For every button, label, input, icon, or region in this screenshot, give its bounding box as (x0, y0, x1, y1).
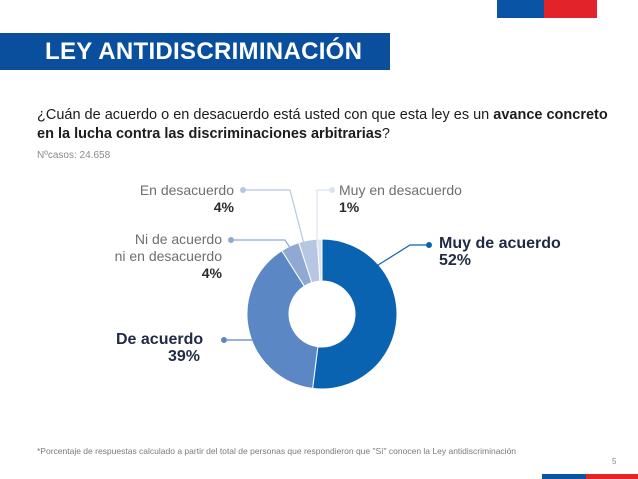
label-en-desacuerdo-pct: 4% (213, 199, 234, 215)
dot-muy-en-desacuerdo (329, 187, 335, 193)
slice-de-acuerdo (246, 249, 319, 389)
label-muy-de-acuerdo-pct: 52% (439, 252, 472, 269)
question-prefix: ¿Cuán de acuerdo o en desacuerdo está us… (37, 107, 494, 123)
flag-blue-stripe (497, 0, 544, 18)
dot-ni (228, 237, 234, 243)
label-ni-line2: ni en desacuerdo (114, 248, 222, 264)
label-en-desacuerdo: En desacuerdo 4% (120, 182, 234, 216)
bottom-blue-stripe (542, 474, 586, 479)
slice-muy-de-acuerdo (312, 238, 398, 390)
label-ni-line1: Ni de acuerdo (134, 231, 222, 247)
flag-red-stripe (544, 0, 597, 18)
label-muy-de-acuerdo-name: Muy de acuerdo (439, 235, 561, 252)
leader-en-desacuerdo (244, 189, 306, 249)
label-de-acuerdo: De acuerdo 39% (116, 331, 204, 365)
case-count: Nºcasos: 24.658 (37, 150, 111, 161)
dot-de-acuerdo (221, 337, 227, 343)
question-bold: avance concreto en la lucha contra las d… (37, 107, 608, 142)
label-ni-pct: 4% (201, 265, 222, 281)
label-muy-de-acuerdo: Muy de acuerdo 52% (439, 235, 561, 269)
question-suffix: ? (381, 126, 390, 142)
slice-muy-en-desacuerdo (316, 238, 323, 282)
bottom-red-stripe (586, 474, 638, 479)
dot-muy-de-acuerdo (426, 242, 432, 248)
survey-question: ¿Cuán de acuerdo o en desacuerdo está us… (37, 106, 617, 144)
dot-en-desacuerdo (240, 187, 246, 193)
label-en-desacuerdo-name: En desacuerdo (139, 182, 234, 198)
page-title: LEY ANTIDISCRIMINACIÓN (45, 37, 363, 65)
leader-muy-en-desacuerdo (316, 189, 331, 247)
page-number: 5 (612, 457, 617, 466)
label-ni: Ni de acuerdo ni en desacuerdo 4% (100, 231, 222, 282)
label-muy-en-desacuerdo-name: Muy en desacuerdo (339, 182, 462, 198)
footnote: *Porcentaje de respuestas calculado a pa… (37, 446, 517, 456)
leader-muy-de-acuerdo (374, 244, 428, 268)
label-muy-en-desacuerdo: Muy en desacuerdo 1% (339, 182, 462, 216)
leader-ni (232, 239, 296, 256)
label-de-acuerdo-name: De acuerdo (116, 331, 204, 348)
label-de-acuerdo-pct: 39% (167, 348, 200, 365)
label-muy-en-desacuerdo-pct: 1% (339, 199, 360, 215)
title-band: LEY ANTIDISCRIMINACIÓN (0, 33, 390, 70)
